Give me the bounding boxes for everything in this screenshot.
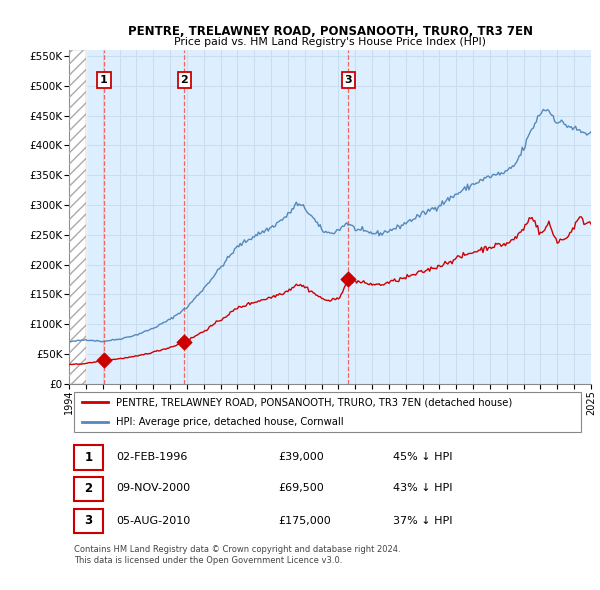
Text: 43% ↓ HPI: 43% ↓ HPI	[392, 483, 452, 493]
Text: 3: 3	[344, 75, 352, 85]
Text: 09-NOV-2000: 09-NOV-2000	[116, 483, 190, 493]
Text: 3: 3	[84, 514, 92, 527]
Text: £69,500: £69,500	[278, 483, 323, 493]
Point	[99, 356, 109, 365]
Text: £39,000: £39,000	[278, 452, 323, 462]
Text: 1: 1	[100, 75, 108, 85]
FancyBboxPatch shape	[74, 392, 581, 432]
Point	[179, 337, 189, 347]
Point	[344, 275, 353, 284]
Text: £175,000: £175,000	[278, 516, 331, 526]
Text: 02-FEB-1996: 02-FEB-1996	[116, 452, 187, 462]
Text: HPI: Average price, detached house, Cornwall: HPI: Average price, detached house, Corn…	[116, 417, 344, 427]
Text: PENTRE, TRELAWNEY ROAD, PONSANOOTH, TRURO, TR3 7EN: PENTRE, TRELAWNEY ROAD, PONSANOOTH, TRUR…	[128, 25, 533, 38]
Text: Price paid vs. HM Land Registry's House Price Index (HPI): Price paid vs. HM Land Registry's House …	[174, 37, 486, 47]
FancyBboxPatch shape	[74, 445, 103, 470]
Text: PENTRE, TRELAWNEY ROAD, PONSANOOTH, TRURO, TR3 7EN (detached house): PENTRE, TRELAWNEY ROAD, PONSANOOTH, TRUR…	[116, 397, 512, 407]
FancyBboxPatch shape	[74, 509, 103, 533]
Text: 05-AUG-2010: 05-AUG-2010	[116, 516, 190, 526]
Text: 2: 2	[84, 482, 92, 495]
Text: 45% ↓ HPI: 45% ↓ HPI	[392, 452, 452, 462]
FancyBboxPatch shape	[74, 477, 103, 501]
Text: Contains HM Land Registry data © Crown copyright and database right 2024.
This d: Contains HM Land Registry data © Crown c…	[74, 545, 401, 565]
Text: 1: 1	[84, 451, 92, 464]
Text: 2: 2	[181, 75, 188, 85]
Text: 37% ↓ HPI: 37% ↓ HPI	[392, 516, 452, 526]
